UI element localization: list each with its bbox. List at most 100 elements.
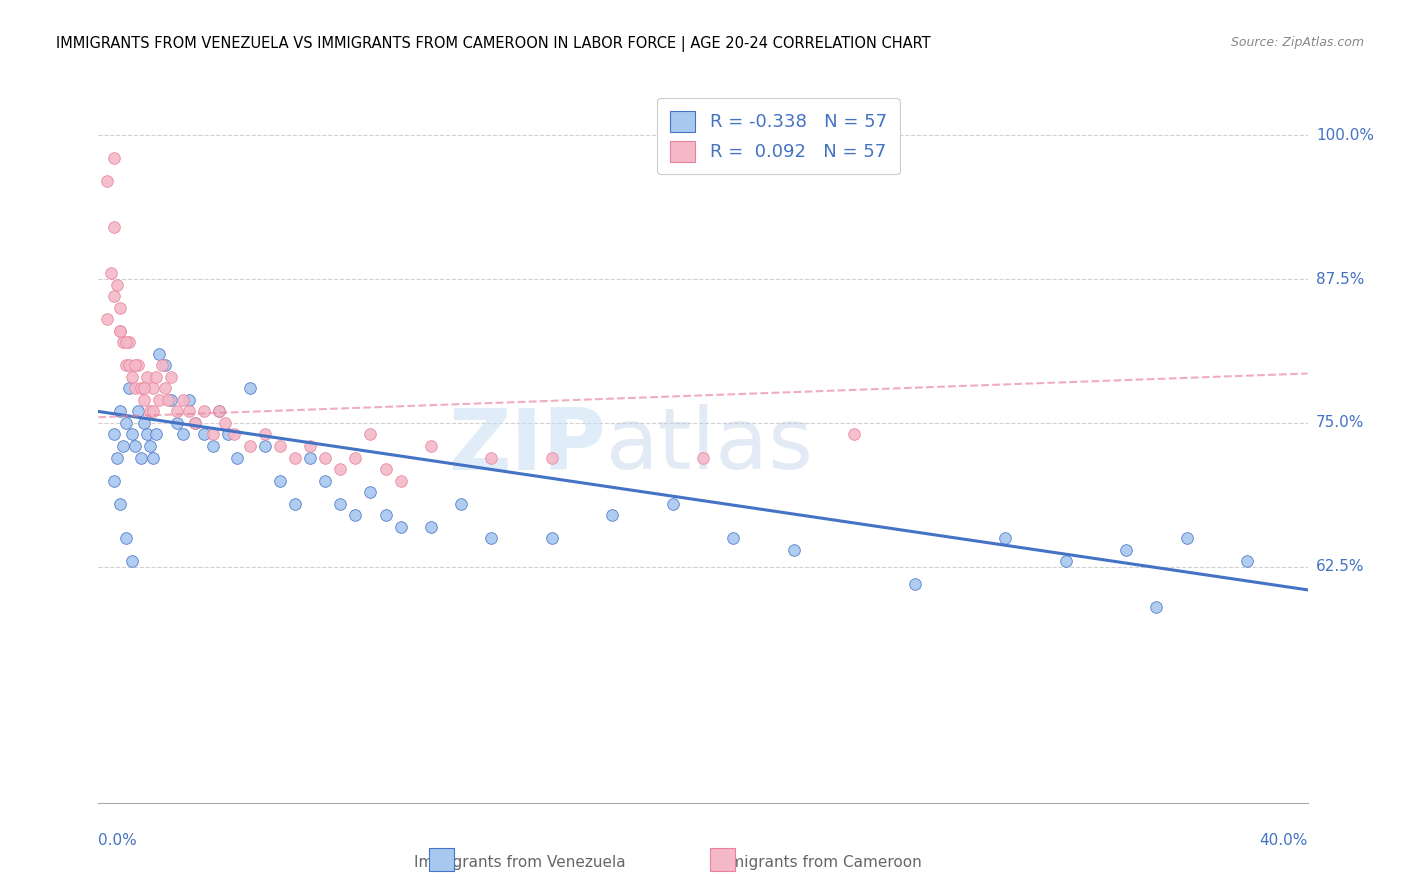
Point (148, 347, 170, 361)
Point (217, 427, 239, 442)
Point (329, 497, 352, 511)
Point (96, 174, 118, 188)
Point (360, 485, 382, 500)
Point (193, 427, 215, 442)
Point (124, 439, 146, 453)
Point (135, 370, 157, 384)
Point (202, 427, 225, 442)
Point (172, 427, 194, 442)
Point (103, 474, 125, 488)
Point (994, 531, 1017, 545)
Point (721, 531, 744, 545)
Point (96, 312, 118, 326)
Point (269, 439, 291, 453)
Point (782, 542, 804, 557)
Point (389, 519, 412, 533)
Point (692, 450, 714, 465)
Point (239, 439, 262, 453)
Point (124, 381, 146, 395)
Point (299, 450, 322, 465)
Point (100, 266, 122, 280)
Point (108, 324, 131, 338)
Point (602, 508, 624, 522)
Point (419, 519, 441, 533)
Point (1175, 531, 1198, 545)
Point (118, 335, 141, 350)
Point (202, 439, 225, 453)
Point (177, 404, 201, 418)
Point (105, 450, 128, 465)
Point (103, 289, 125, 303)
Point (540, 450, 562, 465)
Point (153, 359, 176, 373)
Point (114, 359, 136, 373)
Legend: R = -0.338   N = 57, R =  0.092   N = 57: R = -0.338 N = 57, R = 0.092 N = 57 (658, 98, 900, 174)
Point (103, 220, 125, 235)
Point (661, 497, 683, 511)
Point (284, 450, 307, 465)
Point (142, 404, 165, 418)
Point (374, 508, 396, 522)
Point (114, 531, 136, 545)
Point (481, 450, 503, 465)
Point (214, 416, 236, 430)
Point (139, 404, 162, 418)
Point (124, 359, 146, 373)
Point (481, 531, 503, 545)
Point (374, 462, 396, 476)
Point (114, 335, 136, 350)
Text: ZIP: ZIP (449, 404, 606, 488)
Point (224, 427, 246, 442)
Point (239, 381, 262, 395)
Point (314, 474, 336, 488)
Point (540, 531, 562, 545)
Point (145, 427, 167, 442)
Point (299, 439, 322, 453)
Text: 87.5%: 87.5% (1316, 271, 1364, 286)
Point (103, 151, 125, 165)
Point (108, 497, 131, 511)
Point (132, 416, 155, 430)
Point (129, 381, 152, 395)
Point (132, 381, 155, 395)
Text: Source: ZipAtlas.com: Source: ZipAtlas.com (1230, 36, 1364, 49)
Point (135, 427, 157, 442)
Point (108, 301, 131, 315)
Point (184, 416, 207, 430)
Point (269, 474, 291, 488)
Text: Immigrants from Cameroon: Immigrants from Cameroon (710, 855, 921, 870)
Point (121, 427, 143, 442)
Point (121, 554, 143, 568)
Point (108, 404, 131, 418)
Text: 62.5%: 62.5% (1316, 559, 1364, 574)
Point (172, 392, 194, 407)
Point (105, 277, 128, 292)
Point (1054, 554, 1077, 568)
Point (844, 427, 866, 442)
Point (108, 324, 131, 338)
Point (1236, 554, 1258, 568)
Point (114, 416, 136, 430)
Point (111, 335, 134, 350)
Point (389, 474, 412, 488)
Point (129, 450, 152, 465)
Point (344, 508, 367, 522)
Point (1144, 600, 1167, 615)
Point (177, 392, 201, 407)
Point (127, 404, 149, 418)
Point (166, 404, 188, 418)
Point (118, 359, 141, 373)
Point (103, 427, 125, 442)
Point (1115, 542, 1137, 557)
Point (111, 439, 134, 453)
Point (253, 427, 276, 442)
Text: 100.0%: 100.0% (1316, 128, 1374, 143)
Point (193, 404, 215, 418)
Point (153, 381, 176, 395)
Point (132, 392, 155, 407)
Point (145, 370, 167, 384)
Point (314, 450, 336, 465)
Point (127, 359, 149, 373)
Text: 40.0%: 40.0% (1260, 833, 1308, 848)
Point (150, 359, 173, 373)
